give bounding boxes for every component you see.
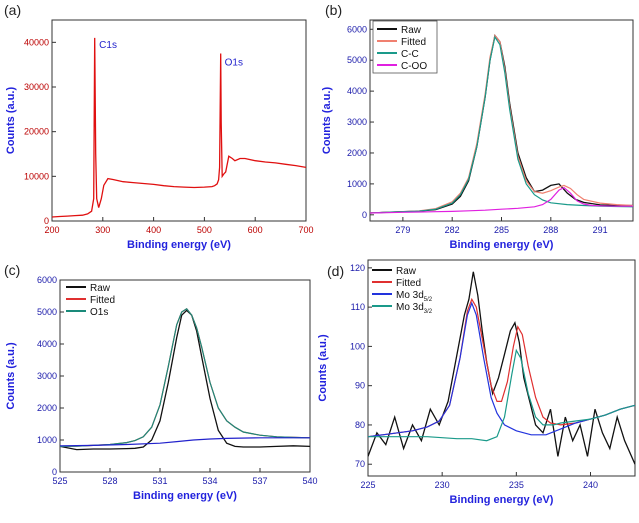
x-tick-label: 525 bbox=[52, 476, 67, 486]
series-line bbox=[368, 271, 635, 465]
y-tick-label: 1000 bbox=[347, 179, 367, 189]
series-line bbox=[60, 308, 310, 447]
series-line bbox=[60, 308, 310, 447]
y-tick-label: 70 bbox=[355, 459, 365, 469]
y-tick-label: 3000 bbox=[37, 371, 57, 381]
x-tick-label: 288 bbox=[543, 225, 558, 235]
peak-annotation: O1s bbox=[225, 58, 243, 69]
series-line bbox=[52, 37, 306, 218]
legend-entry: Raw bbox=[396, 266, 417, 277]
series-line bbox=[368, 301, 635, 438]
y-tick-label: 4000 bbox=[347, 86, 367, 96]
legend-entry: O1s bbox=[90, 307, 108, 318]
legend-entry: Fitted bbox=[401, 37, 426, 48]
x-tick-label: 291 bbox=[593, 225, 608, 235]
y-tick-label: 80 bbox=[355, 420, 365, 430]
x-tick-label: 531 bbox=[152, 476, 167, 486]
peak-annotation: C1s bbox=[99, 40, 117, 51]
x-axis-label: Binding energy (eV) bbox=[450, 494, 554, 506]
x-tick-label: 200 bbox=[44, 225, 59, 235]
panel-label: (c) bbox=[4, 262, 20, 278]
x-tick-label: 230 bbox=[435, 480, 450, 490]
y-tick-label: 4000 bbox=[37, 339, 57, 349]
y-tick-label: 100 bbox=[350, 341, 365, 351]
legend-entry: C-OO bbox=[401, 61, 427, 72]
y-tick-label: 10000 bbox=[24, 171, 49, 181]
x-tick-label: 300 bbox=[95, 225, 110, 235]
panel-label: (b) bbox=[325, 2, 342, 18]
series-line bbox=[60, 309, 310, 451]
y-tick-label: 0 bbox=[52, 467, 57, 477]
panel-b: (b) 279 282 285 288 291 0 1000 2000 3000 4000 5000 6… bbox=[321, 2, 634, 251]
y-tick-label: 1000 bbox=[37, 435, 57, 445]
panel-a: (a) 200 300 400 500 600 700 0 10000 20000 30000 400… bbox=[4, 2, 314, 251]
panel-label: (d) bbox=[327, 263, 344, 279]
y-tick-label: 5000 bbox=[347, 55, 367, 65]
legend-entry: C-C bbox=[401, 49, 419, 60]
y-tick-label: 5000 bbox=[37, 307, 57, 317]
plot-frame bbox=[367, 259, 636, 477]
y-axis-label: Counts (a.u.) bbox=[317, 334, 329, 402]
series-line bbox=[368, 348, 635, 442]
legend-entry: Mo 3d5/2 bbox=[396, 290, 433, 303]
legend-subscript: 3/2 bbox=[424, 309, 433, 315]
legend-entry: Raw bbox=[401, 25, 422, 36]
x-axis-label: Binding energy (eV) bbox=[450, 239, 554, 251]
x-tick-label: 285 bbox=[494, 225, 509, 235]
legend-entry: Raw bbox=[90, 283, 111, 294]
y-axis-label: Counts (a.u.) bbox=[321, 87, 333, 155]
x-tick-label: 534 bbox=[202, 476, 217, 486]
y-tick-label: 2000 bbox=[37, 403, 57, 413]
series-line bbox=[60, 437, 310, 447]
plot-frame bbox=[51, 19, 307, 222]
x-tick-label: 528 bbox=[102, 476, 117, 486]
series-line bbox=[370, 186, 633, 214]
y-tick-label: 120 bbox=[350, 263, 365, 273]
y-tick-label: 110 bbox=[351, 302, 365, 312]
x-tick-label: 235 bbox=[509, 480, 524, 490]
panel-d: (d) 225 230 235 240 70 80 90 100 110 120 Binding en… bbox=[317, 259, 636, 506]
x-tick-label: 282 bbox=[445, 225, 460, 235]
y-axis-label: Counts (a.u.) bbox=[5, 342, 17, 410]
x-tick-label: 700 bbox=[298, 225, 313, 235]
y-tick-label: 40000 bbox=[24, 37, 49, 47]
legend-entry: Mo 3d3/2 bbox=[396, 302, 433, 315]
y-tick-label: 2000 bbox=[347, 148, 367, 158]
x-tick-label: 600 bbox=[248, 225, 263, 235]
x-tick-label: 279 bbox=[395, 225, 410, 235]
x-tick-label: 537 bbox=[252, 476, 267, 486]
legend-entry: Fitted bbox=[396, 278, 421, 289]
x-axis-label: Binding energy (eV) bbox=[127, 239, 231, 251]
y-tick-label: 30000 bbox=[24, 82, 49, 92]
y-tick-label: 3000 bbox=[347, 117, 367, 127]
legend-entry: Fitted bbox=[90, 295, 115, 306]
y-tick-label: 90 bbox=[355, 381, 365, 391]
y-tick-label: 20000 bbox=[24, 127, 49, 137]
x-tick-label: 240 bbox=[583, 480, 598, 490]
y-tick-label: 0 bbox=[362, 210, 367, 220]
x-tick-label: 225 bbox=[360, 480, 375, 490]
x-tick-label: 540 bbox=[302, 476, 317, 486]
y-axis-label: Counts (a.u.) bbox=[5, 87, 17, 155]
x-tick-label: 500 bbox=[197, 225, 212, 235]
panel-label: (a) bbox=[4, 2, 21, 18]
panel-c: (c) 525 528 531 534 537 540 0 1000 2000 3000 4000 50… bbox=[4, 262, 318, 502]
x-axis-label: Binding energy (eV) bbox=[133, 490, 237, 502]
y-tick-label: 6000 bbox=[347, 24, 367, 34]
x-tick-label: 400 bbox=[146, 225, 161, 235]
y-tick-label: 0 bbox=[44, 216, 49, 226]
legend-subscript: 5/2 bbox=[424, 297, 433, 303]
y-tick-label: 6000 bbox=[37, 275, 57, 285]
series-line bbox=[370, 35, 633, 214]
